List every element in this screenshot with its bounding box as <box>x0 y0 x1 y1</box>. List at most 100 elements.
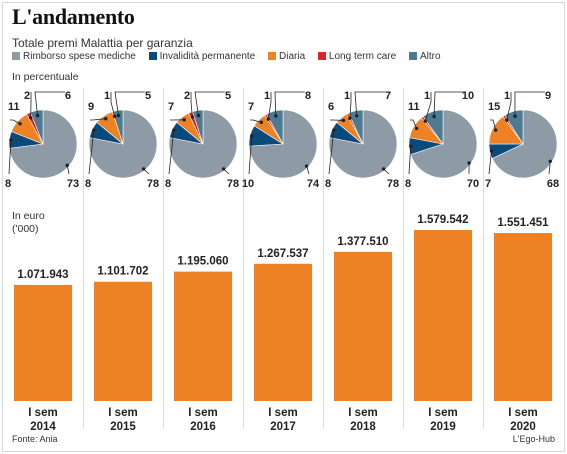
leader-line <box>490 119 497 131</box>
pie-value-label: 7 <box>168 101 174 113</box>
leader-dot <box>274 114 278 118</box>
pie-value-label: 6 <box>328 101 334 113</box>
legend-swatch <box>317 52 326 60</box>
bar-value-label: 1.579.542 <box>417 214 468 226</box>
category-label-line1: I sem <box>188 407 217 419</box>
category-label-line1: I sem <box>348 407 377 419</box>
legend-label: Long term care <box>328 51 397 62</box>
pie-value-label: 8 <box>85 178 91 190</box>
pie-value-label: 2 <box>24 90 30 102</box>
pie-value-label: 1 <box>504 90 510 102</box>
leader-line <box>383 168 390 175</box>
bar-value-label: 1.267.537 <box>257 248 308 260</box>
leader-dot <box>190 115 195 119</box>
pie-value-label: 70 <box>467 178 479 190</box>
leader-line <box>506 92 512 121</box>
legend-label: Rimborso spese mediche <box>23 51 136 62</box>
legend-label: Invalidità permanente <box>159 51 256 62</box>
column-separator <box>83 88 84 428</box>
category-label-line1: I sem <box>268 407 297 419</box>
pie-value-label: 1 <box>424 90 430 102</box>
leader-line <box>110 92 115 117</box>
leader-line <box>143 168 150 175</box>
legend-swatch <box>268 52 277 60</box>
pie-value-label: 8 <box>165 178 171 190</box>
pie-value-label: 11 <box>408 101 420 113</box>
legend-label: Altro <box>419 51 441 62</box>
pie-value-label: 68 <box>547 178 559 190</box>
leader-line <box>354 91 385 116</box>
leader-line <box>408 146 412 175</box>
leader-line <box>223 168 230 175</box>
pie-value-label: 9 <box>545 90 551 102</box>
leader-dot <box>18 122 22 126</box>
category-label-line1: I sem <box>508 407 537 419</box>
column-separator <box>243 88 244 428</box>
leader-line <box>514 91 545 117</box>
pie-value-label: 5 <box>225 90 231 102</box>
pie-value-label: 7 <box>485 178 491 190</box>
leader-dot <box>92 128 96 132</box>
bar <box>174 271 232 401</box>
leader-line <box>548 161 551 175</box>
bar-unit-label: In euro ('000) <box>12 210 45 236</box>
category-label-line2: 2017 <box>270 421 296 433</box>
source-note: Fonte: Ania <box>12 434 58 444</box>
bar-value-label: 1.377.510 <box>337 236 388 248</box>
leader-dot <box>266 117 270 121</box>
bar <box>254 263 312 401</box>
leader-line <box>250 119 262 123</box>
leader-dot <box>432 114 436 119</box>
pie-value-label: 8 <box>405 178 411 190</box>
bar-value-label: 1.101.702 <box>97 266 148 278</box>
pie-value-label: 9 <box>88 101 94 113</box>
category-label-line2: 2018 <box>350 421 376 433</box>
bar <box>414 230 472 401</box>
pie-value-label: 8 <box>5 178 11 190</box>
leader-dot <box>423 119 427 123</box>
pie-slice <box>422 109 444 145</box>
pie-slice <box>504 109 524 146</box>
category-label-line2: 2016 <box>190 421 216 433</box>
leader-line <box>114 91 145 116</box>
legend-item-altro: Altro <box>408 51 441 62</box>
chart-title: L'andamento <box>12 4 135 29</box>
leader-line <box>194 91 225 116</box>
leader-line <box>328 130 335 175</box>
legend-item-diaria: Diaria <box>268 51 305 62</box>
pie-value-label: 1 <box>104 90 110 102</box>
bar <box>14 284 72 401</box>
leader-line <box>34 91 65 116</box>
credit-note: L'Ego-Hub <box>512 434 555 444</box>
pie-value-label: 74 <box>307 178 320 190</box>
leader-line <box>190 92 193 118</box>
category-label-line2: 2019 <box>430 421 456 433</box>
leader-line <box>66 165 70 175</box>
pie-slice <box>348 109 364 145</box>
pie-slice <box>266 109 284 145</box>
bar-unit-line1: In euro <box>12 210 45 222</box>
legend-item-invalidita: Invalidità permanente <box>148 51 256 62</box>
leader-line <box>433 91 465 117</box>
leader-line <box>90 118 106 121</box>
legend-item-rimborso: Rimborso spese mediche <box>12 51 136 62</box>
pie-value-label: 10 <box>462 90 474 102</box>
pie-value-label: 15 <box>488 101 500 113</box>
bar <box>494 233 552 401</box>
column-separator <box>323 88 324 428</box>
category-label-line2: 2014 <box>30 421 56 433</box>
column-separator <box>483 88 484 428</box>
leader-line <box>248 135 253 175</box>
bar-value-label: 1.195.060 <box>177 256 228 268</box>
leader-line <box>88 130 95 175</box>
bar <box>334 251 392 401</box>
leader-line <box>410 119 418 129</box>
leader-line <box>168 130 175 175</box>
legend-swatch <box>148 52 157 60</box>
category-label-line1: I sem <box>428 407 457 419</box>
pie-value-label: 1 <box>344 90 350 102</box>
leader-line <box>10 119 21 125</box>
leader-line <box>267 92 272 120</box>
pie-value-label: 6 <box>65 90 71 102</box>
